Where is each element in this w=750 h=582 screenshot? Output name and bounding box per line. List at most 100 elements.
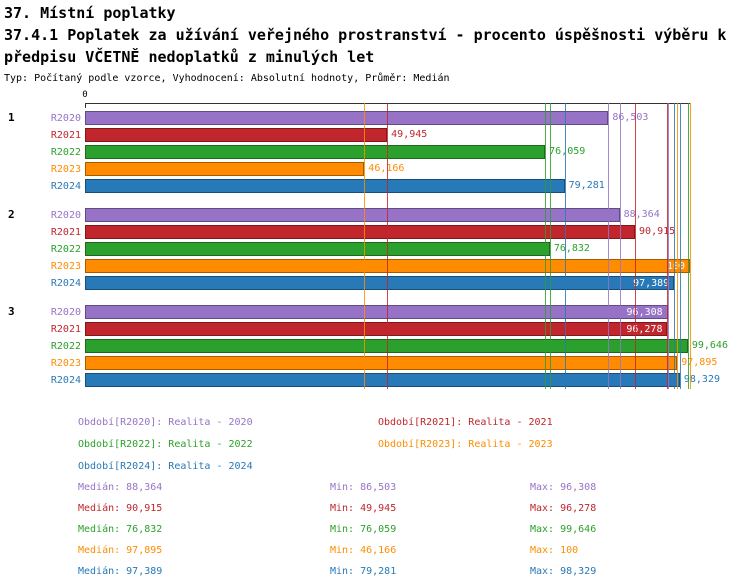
bar-r2021: 96,278 [85,322,668,336]
value-label: 98,329 [683,374,720,385]
bar-row: R2023 100 [0,258,750,275]
bar-track: 98,329 [85,373,720,387]
bar-track: 79,281 [85,179,690,193]
year-label: R2022 [50,341,81,352]
bar-row: R2024 98,329 [0,372,750,389]
bar-track: 96,308 [85,305,690,319]
bar-row: R2021 90,915 [0,224,750,241]
year-label: R2024 [50,375,81,386]
year-label: R2020 [50,307,81,318]
bar-track: 49,945 [85,128,690,142]
bar-track: 86,503 [85,111,690,125]
stat-median: Medián: 88,364 [78,482,163,493]
bar-r2022 [85,339,688,353]
year-label: R2021 [50,227,81,238]
stat-median: Medián: 90,915 [78,503,163,514]
bar-row: R2024 79,281 [0,178,750,195]
value-label: 99,646 [691,340,728,351]
bar-track: 76,059 [85,145,690,159]
stat-row-r2020: Medián: 88,364 Min: 86,503 Max: 96,308 [0,477,750,498]
axis-origin-label: 0 [82,90,88,100]
stat-min: Min: 46,166 [330,545,397,556]
legend-item-r2023: Období[R2023]: Realita - 2023 [378,439,553,450]
stat-row-r2022: Medián: 76,832 Min: 76,059 Max: 99,646 [0,519,750,540]
report-subtitle-line2: předpisu VČETNĚ nedoplatků z minulých le… [4,48,375,66]
value-label: 96,308 [626,307,663,318]
value-label: 46,166 [368,163,405,174]
stat-row-r2024: Medián: 97,389 Min: 79,281 Max: 98,329 [0,561,750,582]
bar-r2023 [85,356,678,370]
legend-item-r2024: Období[R2024]: Realita - 2024 [78,461,253,472]
bar-group-1: 1 R2020 86,503 R2021 49,945 R2022 [0,110,750,195]
bar-track: 88,364 [85,208,690,222]
stat-min: Min: 76,059 [330,524,397,535]
bar-track: 100 [85,259,690,273]
stat-row-r2021: Medián: 90,915 Min: 49,945 Max: 96,278 [0,498,750,519]
year-label: R2023 [50,164,81,175]
year-label: R2023 [50,358,81,369]
year-label: R2023 [50,261,81,272]
report-subtitle-line1: 37.4.1 Poplatek za užívání veřejného pro… [4,26,727,44]
stat-max: Max: 96,308 [530,482,597,493]
bar-r2023: 100 [85,259,690,273]
year-label: R2022 [50,147,81,158]
value-label: 88,364 [623,209,660,220]
stat-min: Min: 49,945 [330,503,397,514]
group-label: 1 [8,111,15,124]
legend-item-r2021: Období[R2021]: Realita - 2021 [378,417,553,428]
bar-r2024: 97,389 [85,276,675,290]
bar-chart: 1 R2020 86,503 R2021 49,945 R2022 [0,110,750,401]
bar-row: R2023 97,895 [0,355,750,372]
legend-row: Období[R2024]: Realita - 2024 [0,456,750,478]
legend-row: Období[R2022]: Realita - 2022 Období[R20… [0,434,750,456]
bar-row: R2024 97,389 [0,275,750,292]
bar-row: R2022 76,059 [0,144,750,161]
bar-r2022 [85,145,546,159]
stat-median: Medián: 97,389 [78,566,163,577]
value-label: 86,503 [612,112,649,123]
value-label: 100 [666,261,685,272]
bar-r2021 [85,225,636,239]
bar-track: 46,166 [85,162,690,176]
legend-row: Období[R2020]: Realita - 2020 Období[R20… [0,412,750,434]
bar-r2022 [85,242,550,256]
x-axis-tick [85,103,86,108]
statistics: Medián: 88,364 Min: 86,503 Max: 96,308 M… [0,477,750,582]
bar-row: R2020 88,364 [0,207,750,224]
bar-track: 96,278 [85,322,690,336]
bar-row: R2020 86,503 [0,110,750,127]
bar-r2024 [85,179,565,193]
bar-r2024 [85,373,680,387]
year-label: R2022 [50,244,81,255]
report-header: 37. Místní poplatky 37.4.1 Poplatek za u… [4,2,748,88]
stat-median: Medián: 76,832 [78,524,163,535]
value-label: 97,895 [681,357,718,368]
bar-track: 99,646 [85,339,728,353]
value-label: 90,915 [639,226,676,237]
bar-row: R2021 49,945 [0,127,750,144]
stat-max: Max: 100 [530,545,579,556]
bar-row: R2022 76,832 [0,241,750,258]
year-label: R2024 [50,181,81,192]
bar-track: 97,895 [85,356,717,370]
stat-max: Max: 99,646 [530,524,597,535]
stat-max: Max: 98,329 [530,566,597,577]
value-label: 76,059 [549,146,586,157]
report-meta: Typ: Počítaný podle vzorce, Vyhodnocení:… [4,73,450,84]
value-label: 49,945 [391,129,428,140]
bar-track: 76,832 [85,242,690,256]
bar-r2021 [85,128,388,142]
year-label: R2021 [50,130,81,141]
report-title: 37. Místní poplatky [4,4,176,22]
year-label: R2020 [50,210,81,221]
legend-item-r2020: Období[R2020]: Realita - 2020 [78,417,253,428]
legend-item-r2022: Období[R2022]: Realita - 2022 [78,439,253,450]
group-label: 2 [8,208,15,221]
stat-row-r2023: Medián: 97,895 Min: 46,166 Max: 100 [0,540,750,561]
year-label: R2021 [50,324,81,335]
value-label: 96,278 [626,324,663,335]
bar-track: 97,389 [85,276,690,290]
value-label: 97,389 [633,278,670,289]
bar-r2020 [85,111,609,125]
